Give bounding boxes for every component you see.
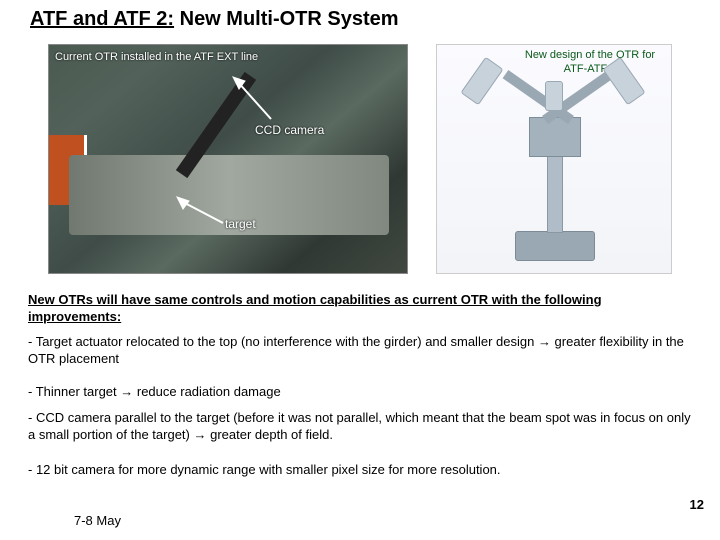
render-cyl-left-shape <box>460 57 503 106</box>
page-number: 12 <box>690 497 704 512</box>
bullet-2: - Thinner target → reduce radiation dama… <box>28 384 692 401</box>
title-rest: New Multi-OTR System <box>174 8 398 30</box>
bullet-3b: greater depth of field. <box>206 427 332 442</box>
target-label: target <box>225 217 256 231</box>
render-arm-a-shape <box>503 70 574 124</box>
arrow-to-ccd-icon <box>231 75 275 123</box>
title-underlined: ATF and ATF 2: <box>30 8 174 30</box>
left-caption: Current OTR installed in the ATF EXT lin… <box>55 51 258 63</box>
current-otr-photo: Current OTR installed in the ATF EXT lin… <box>48 44 408 274</box>
arrow-icon: → <box>193 427 206 442</box>
slide-title: ATF and ATF 2: New Multi-OTR System <box>30 8 399 31</box>
arrow-icon: → <box>538 334 551 349</box>
render-block-shape <box>529 117 581 157</box>
bullet-3: - CCD camera parallel to the target (bef… <box>28 410 692 444</box>
bullet-2a: - Thinner target <box>28 384 120 399</box>
bullet-3a: - CCD camera parallel to the target (bef… <box>28 410 691 442</box>
bullet-1: - Target actuator relocated to the top (… <box>28 334 692 368</box>
bullet-1a: - Target actuator relocated to the top (… <box>28 334 538 349</box>
footer-date: 7-8 May <box>74 513 121 528</box>
render-column-shape <box>547 147 563 233</box>
improvements-lead: New OTRs will have same controls and mot… <box>28 292 692 326</box>
bullet-2b: reduce radiation damage <box>133 384 280 399</box>
ccd-camera-label: CCD camera <box>255 123 324 137</box>
arrow-icon: → <box>120 384 133 399</box>
render-base-shape <box>515 231 595 261</box>
right-caption: New design of the OTR for ATF-ATF 2 <box>515 49 665 77</box>
new-otr-render: New design of the OTR for ATF-ATF 2 <box>436 44 672 274</box>
images-row: Current OTR installed in the ATF EXT lin… <box>48 44 672 276</box>
render-cyl-top-shape <box>545 81 563 111</box>
bullet-4: - 12 bit camera for more dynamic range w… <box>28 462 692 479</box>
arrow-to-target-icon <box>173 195 229 231</box>
